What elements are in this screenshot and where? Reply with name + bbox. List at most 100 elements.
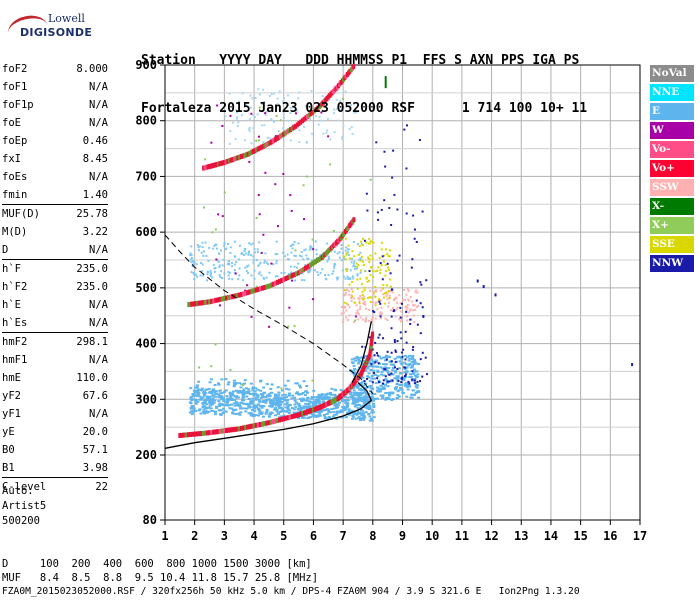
echo-dot-nnw — [386, 380, 389, 383]
echo-dot-xplus — [255, 217, 258, 220]
echo-dot-e — [193, 278, 196, 281]
echo-dot-e — [373, 397, 377, 400]
param-row-foe: foE N/A — [2, 114, 108, 132]
echo-dot-e — [270, 93, 273, 96]
param-row-fmin: fmin 1.40 — [2, 186, 108, 204]
x-tick-label: 11 — [455, 529, 469, 543]
echo-dot-e — [355, 401, 359, 404]
echo-dot-ssw — [379, 289, 382, 292]
param-value: N/A — [89, 117, 108, 129]
echo-dot-e — [241, 392, 245, 395]
echo-dot-e — [297, 262, 300, 265]
echo-dot-e — [364, 411, 368, 414]
echo-dot-e — [271, 119, 274, 122]
echo-dot-e — [321, 400, 325, 403]
echo-dot-e — [244, 103, 247, 106]
echo-dot-ssw — [395, 308, 398, 311]
echo-dot-e — [254, 404, 258, 407]
echo-dot-e — [414, 362, 418, 365]
echo-dot-e — [324, 274, 327, 277]
legend-nne-swatch: NNE — [650, 84, 694, 101]
echo-dot-sse — [363, 289, 366, 292]
echo-dot-e — [242, 402, 246, 405]
echo-dot-e — [318, 115, 321, 118]
echo-dot-e — [238, 382, 242, 385]
echo-dot-xminus — [384, 76, 387, 89]
echo-dot-e — [244, 139, 247, 142]
echo-dot-e — [193, 261, 196, 264]
echo-dot-ssw — [414, 308, 417, 311]
echo-dot-e — [404, 363, 408, 366]
echo-dot-nnw — [401, 302, 404, 305]
echo-dot-e — [354, 391, 358, 394]
echo-dot-sse — [361, 237, 364, 240]
x-tick-label: 12 — [484, 529, 498, 543]
echo-dot-nnw — [380, 208, 383, 211]
echo-dot-e — [396, 390, 400, 393]
echo-dot-e — [364, 355, 368, 358]
echo-dot-e — [208, 381, 212, 384]
echo-dot-e — [265, 408, 269, 411]
trace-mark — [294, 123, 298, 129]
echo-dot-w — [218, 304, 221, 307]
echo-dot-e — [247, 390, 251, 393]
echo-dot-ssw — [392, 299, 395, 302]
echo-dot-e — [217, 404, 221, 407]
echo-dot-e — [351, 401, 355, 404]
echo-dot-e — [309, 412, 313, 415]
echo-dot-e — [350, 417, 354, 420]
echo-dot-ssw — [350, 299, 353, 302]
echo-dot-e — [269, 387, 273, 390]
echo-dot-e — [335, 405, 339, 408]
echo-dot-nnw — [390, 372, 393, 375]
echo-dot-e — [362, 414, 366, 417]
trace-mark — [246, 151, 250, 157]
echo-dot-nnw — [390, 315, 393, 318]
echo-dot-e — [367, 376, 371, 379]
echo-dot-e — [271, 403, 275, 406]
echo-dot-ssw — [393, 297, 396, 300]
echo-dot-e — [297, 392, 301, 395]
echo-dot-nnw — [377, 218, 380, 221]
echo-dot-e — [304, 264, 307, 267]
echo-dot-ssw — [352, 297, 355, 300]
param-row-hmf1: hmF1 N/A — [2, 351, 108, 369]
echo-dot-e — [350, 409, 354, 412]
echo-dot-e — [378, 390, 382, 393]
echo-dot-e — [252, 394, 256, 397]
echo-dot-ssw — [379, 317, 382, 320]
echo-dot-e — [252, 404, 256, 407]
echo-dot-sse — [374, 296, 377, 299]
trace-mark — [269, 282, 273, 288]
echo-dot-e — [394, 371, 398, 374]
echo-dot-e — [359, 405, 363, 408]
echo-dot-e — [401, 378, 405, 381]
trace-mark — [186, 432, 190, 438]
echo-dot-e — [366, 375, 370, 378]
echo-dot-e — [204, 410, 208, 413]
echo-dot-ssw — [342, 318, 345, 321]
param-value: 298.1 — [76, 336, 108, 348]
echo-dot-ssw — [413, 304, 416, 307]
echo-dot-ssw — [362, 295, 365, 298]
echo-dot-e — [261, 396, 265, 399]
echo-dot-e — [264, 412, 268, 415]
echo-dot-e — [240, 407, 244, 410]
trace-mark — [243, 152, 247, 158]
echo-dot-e — [307, 402, 311, 405]
echo-dot-e — [220, 398, 224, 401]
echo-dot-e — [317, 400, 321, 403]
echo-dot-e — [197, 391, 201, 394]
echo-dot-e — [224, 389, 228, 392]
echo-dot-e — [267, 393, 271, 396]
echo-dot-sse — [350, 280, 353, 283]
echo-dot-e — [350, 396, 354, 399]
echo-dot-sse — [353, 255, 356, 258]
echo-dot-e — [230, 392, 234, 395]
trace-mark — [216, 429, 220, 435]
param-value: N/A — [89, 317, 108, 329]
echo-dot-e — [341, 269, 344, 272]
echo-dot-e — [352, 277, 355, 280]
echo-dot-e — [244, 266, 247, 269]
echo-dot-e — [256, 248, 259, 251]
